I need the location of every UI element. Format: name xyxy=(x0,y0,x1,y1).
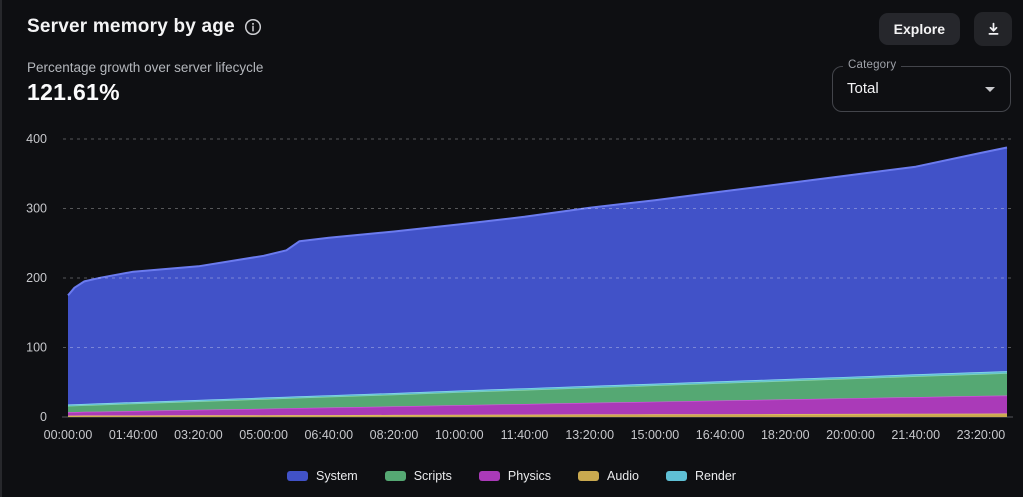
y-tick-label-400: 400 xyxy=(26,132,47,146)
area-system xyxy=(68,147,1007,405)
x-tick-label-3: 05:00:00 xyxy=(239,428,288,442)
legend-item-audio[interactable]: Audio xyxy=(577,469,639,483)
category-select-value: Total xyxy=(847,80,879,97)
x-tick-label-2: 03:20:00 xyxy=(174,428,223,442)
render-swatch-icon xyxy=(665,471,687,481)
x-tick-label-5: 08:20:00 xyxy=(370,428,419,442)
legend-label-physics: Physics xyxy=(507,469,551,483)
x-tick-label-11: 18:20:00 xyxy=(761,428,810,442)
x-tick-label-0: 00:00:00 xyxy=(44,428,93,442)
system-swatch-icon xyxy=(287,471,309,481)
legend: System Scripts Physics Audio Render xyxy=(0,469,1023,483)
legend-item-system[interactable]: System xyxy=(287,469,358,483)
x-tick-label-13: 21:40:00 xyxy=(891,428,940,442)
y-tick-label-300: 300 xyxy=(26,202,47,216)
physics-swatch-icon xyxy=(478,471,500,481)
x-tick-label-10: 16:40:00 xyxy=(696,428,745,442)
page-title: Server memory by age xyxy=(27,16,235,37)
summary-label: Percentage growth over server lifecycle xyxy=(27,60,264,75)
legend-item-physics[interactable]: Physics xyxy=(478,469,551,483)
chart-svg: 0 100 200 300 400 00:00:00 01:40:00 03:20:00 05:… xyxy=(26,132,1013,442)
legend-label-scripts: Scripts xyxy=(413,469,452,483)
y-tick-label-200: 200 xyxy=(26,271,47,285)
x-tick-label-9: 15:00:00 xyxy=(631,428,680,442)
x-tick-label-14: 23:20:00 xyxy=(957,428,1006,442)
x-tick-label-1: 01:40:00 xyxy=(109,428,158,442)
area-physics xyxy=(68,395,1007,416)
caret-down-icon xyxy=(985,87,995,92)
x-tick-label-8: 13:20:00 xyxy=(565,428,614,442)
info-icon[interactable] xyxy=(244,18,262,36)
download-icon xyxy=(984,20,1003,39)
chart-header: Server memory by age xyxy=(27,16,262,38)
area-scripts xyxy=(68,373,1007,413)
x-tick-label-6: 10:00:00 xyxy=(435,428,484,442)
y-tick-label-100: 100 xyxy=(26,341,47,355)
audio-swatch-icon xyxy=(577,471,599,481)
x-tick-label-12: 20:00:00 xyxy=(826,428,875,442)
line-system xyxy=(67,146,1008,297)
explore-button[interactable]: Explore xyxy=(878,13,960,45)
chart-area[interactable]: 0 100 200 300 400 00:00:00 01:40:00 03:20:00 05:… xyxy=(0,122,1023,460)
legend-label-system: System xyxy=(316,469,358,483)
legend-label-render: Render xyxy=(694,469,736,483)
summary-value: 121.61% xyxy=(27,79,120,105)
scripts-swatch-icon xyxy=(384,471,406,481)
legend-label-audio: Audio xyxy=(606,469,639,483)
y-tick-label-0: 0 xyxy=(40,410,47,424)
download-button[interactable] xyxy=(974,12,1012,46)
legend-item-render[interactable]: Render xyxy=(665,469,736,483)
category-select[interactable]: Category Total xyxy=(832,59,1011,112)
x-tick-label-4: 06:40:00 xyxy=(304,428,353,442)
card-left-edge xyxy=(0,0,2,497)
legend-item-scripts[interactable]: Scripts xyxy=(384,469,452,483)
x-tick-label-7: 11:40:00 xyxy=(501,428,549,442)
category-select-label: Category xyxy=(843,59,902,71)
